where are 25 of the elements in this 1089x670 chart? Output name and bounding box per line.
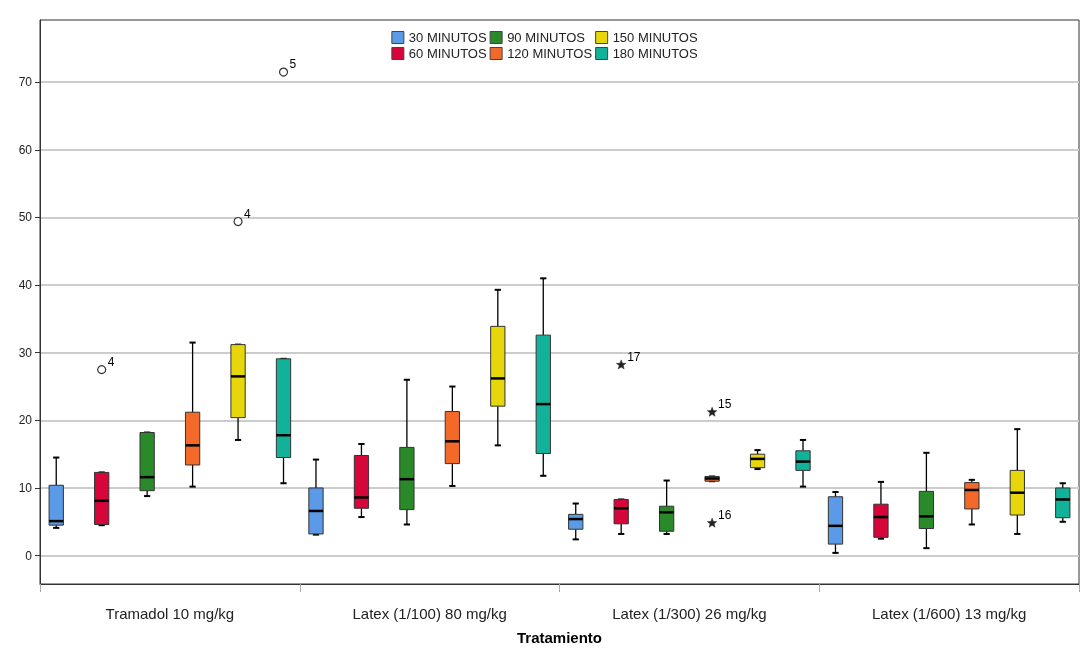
annotation: 16 — [718, 508, 732, 523]
y-tick-label: 70 — [18, 75, 33, 90]
legend-label: 60 MINUTOS — [408, 46, 487, 61]
x-tick-label: Latex (1/600) 13 mg/kg — [871, 605, 1027, 622]
y-tick-label: 30 — [18, 345, 33, 360]
legend-label: 120 MINUTOS — [507, 46, 593, 61]
y-tick-label: 0 — [25, 548, 33, 563]
annotation: 17 — [627, 349, 641, 364]
annotation: 5 — [289, 57, 297, 72]
x-tick-label: Latex (1/100) 80 mg/kg — [352, 605, 507, 622]
legend-label: 90 MINUTOS — [507, 30, 586, 45]
legend-label: 150 MINUTOS — [612, 30, 698, 45]
annotation: 4 — [244, 206, 252, 221]
y-tick-label: 60 — [18, 142, 33, 157]
y-tick-label: 10 — [18, 480, 33, 495]
legend-label: 180 MINUTOS — [612, 46, 698, 61]
annotation: 4 — [107, 354, 115, 369]
x-axis-title: Tratamiento — [516, 629, 603, 646]
y-tick-label: 20 — [18, 413, 33, 428]
legend-label: 30 MINUTOS — [408, 30, 487, 45]
y-tick-label: 50 — [18, 210, 33, 225]
x-tick-label: Tramadol 10 mg/kg — [105, 605, 235, 622]
y-tick-label: 40 — [18, 278, 33, 293]
annotation: 15 — [718, 397, 732, 412]
x-tick-label: Latex (1/300) 26 mg/kg — [612, 605, 767, 622]
